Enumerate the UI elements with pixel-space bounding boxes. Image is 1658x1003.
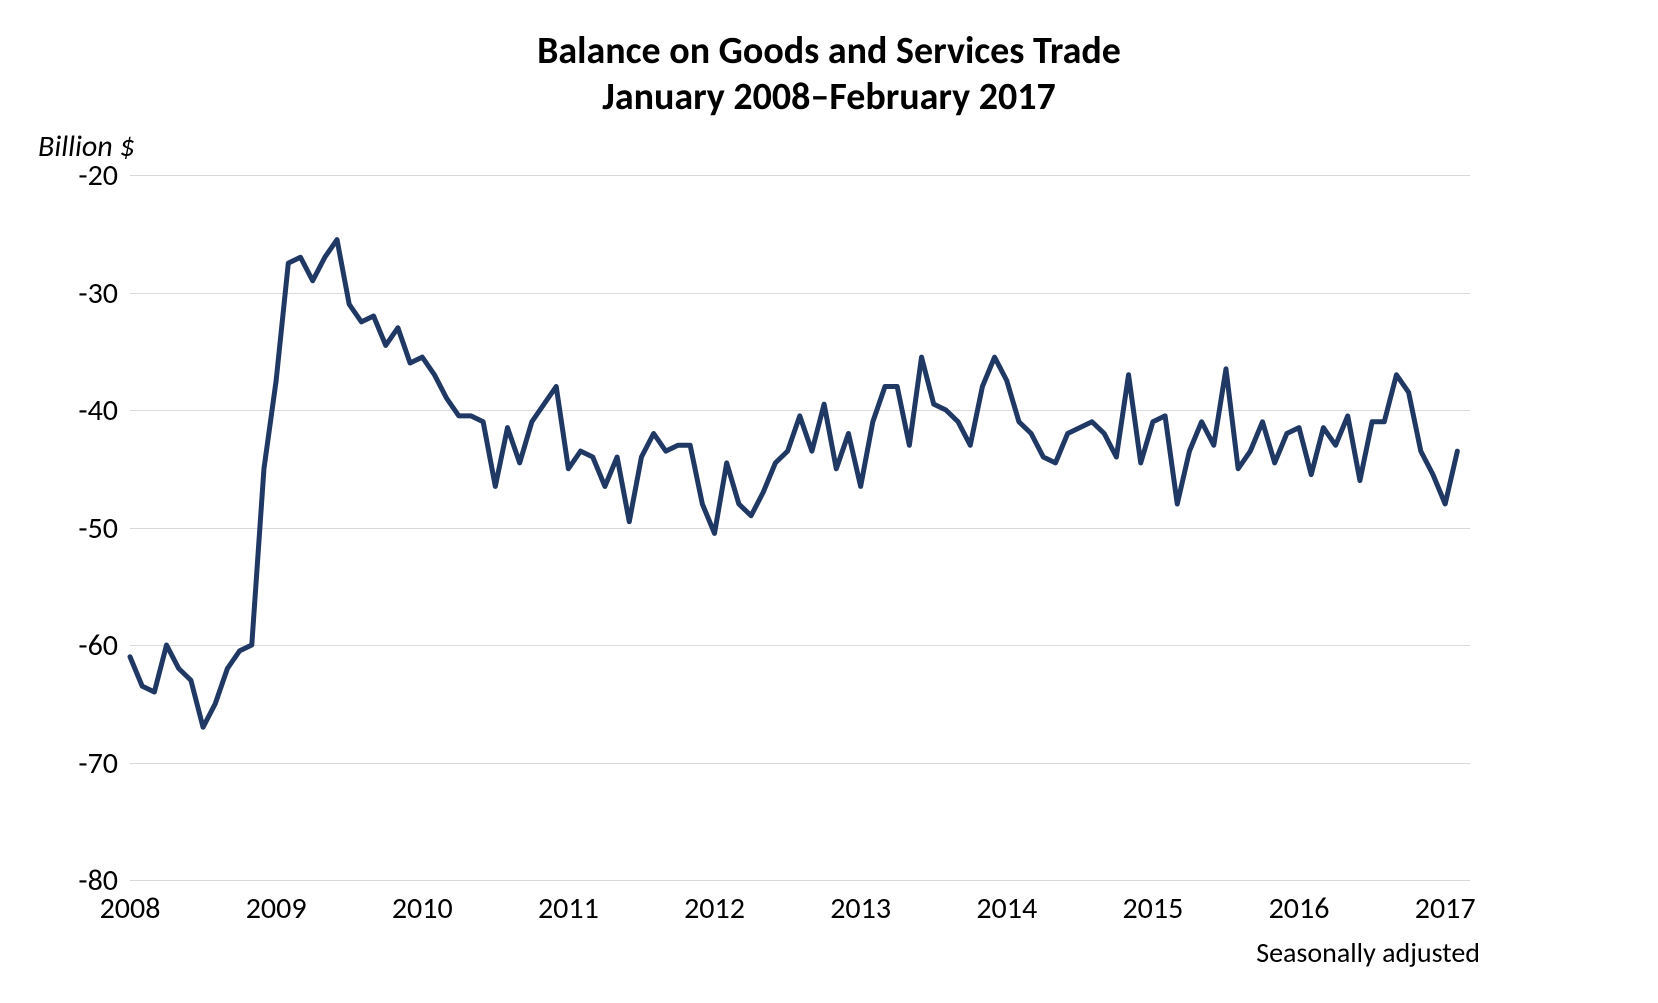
x-tick-label: 2017: [1395, 890, 1495, 927]
y-tick-label: -50: [38, 510, 118, 547]
gridline: [130, 880, 1470, 881]
x-tick-label: 2009: [226, 890, 326, 927]
chart-footnote: Seasonally adjusted: [1256, 935, 1480, 970]
y-tick-label: -70: [38, 745, 118, 782]
plot-area: -20-30-40-50-60-70-802008200920102011201…: [130, 175, 1470, 880]
x-tick-label: 2016: [1249, 890, 1349, 927]
y-tick-label: -40: [38, 392, 118, 429]
x-tick-label: 2008: [80, 890, 180, 927]
chart-title-line2: January 2008–February 2017: [0, 74, 1658, 120]
chart-container: Balance on Goods and Services Trade Janu…: [0, 0, 1658, 1003]
x-tick-label: 2015: [1103, 890, 1203, 927]
x-tick-label: 2013: [811, 890, 911, 927]
x-tick-label: 2011: [518, 890, 618, 927]
y-tick-label: -60: [38, 627, 118, 664]
y-tick-label: -20: [38, 157, 118, 194]
trade-balance-line: [130, 240, 1457, 728]
x-tick-label: 2014: [957, 890, 1057, 927]
chart-title-line1: Balance on Goods and Services Trade: [0, 28, 1658, 74]
x-tick-label: 2012: [665, 890, 765, 927]
y-tick-label: -30: [38, 275, 118, 312]
x-tick-label: 2010: [372, 890, 472, 927]
line-series: [130, 175, 1470, 880]
